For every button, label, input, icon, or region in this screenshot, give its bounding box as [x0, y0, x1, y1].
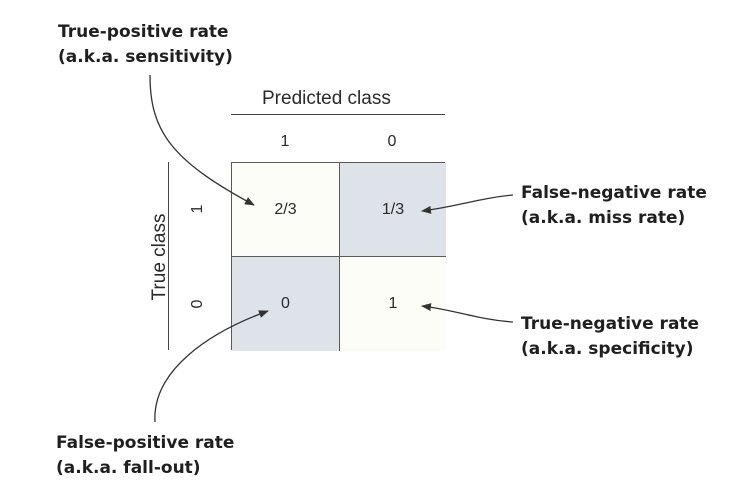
callout-false-positive-rate: False-positive rate (a.k.a. fall-out)	[56, 431, 234, 481]
callout-true-negative-rate: True-negative rate (a.k.a. specificity)	[521, 312, 699, 362]
cell-false-positive: 0	[232, 257, 340, 351]
callout-alias: (a.k.a. sensitivity)	[58, 47, 233, 67]
callout-alias: (a.k.a. fall-out)	[56, 458, 201, 478]
predicted-tick-1: 1	[280, 133, 290, 150]
predicted-class-rule	[231, 114, 445, 115]
predicted-tick-0: 0	[387, 133, 397, 150]
cell-true-negative: 1	[340, 257, 446, 351]
true-class-title: True class	[149, 213, 170, 301]
cell-true-positive: 2/3	[232, 163, 340, 257]
true-tick-0: 0	[189, 299, 206, 309]
callout-alias: (a.k.a. miss rate)	[521, 208, 686, 228]
callout-title: False-negative rate	[521, 183, 707, 203]
callout-true-positive-rate: True-positive rate (a.k.a. sensitivity)	[58, 20, 233, 70]
callout-title: True-negative rate	[521, 314, 700, 334]
callout-title: True-positive rate	[58, 22, 229, 42]
true-class-rule	[168, 162, 169, 350]
callout-title: False-positive rate	[56, 433, 235, 453]
predicted-class-title: Predicted class	[262, 88, 391, 109]
true-tick-1: 1	[189, 204, 206, 214]
cell-value: 2/3	[274, 200, 297, 218]
cell-false-negative: 1/3	[340, 163, 446, 257]
confusion-matrix: 2/3 1/3 0 1	[231, 162, 446, 351]
cell-value: 1	[388, 295, 398, 312]
callout-false-negative-rate: False-negative rate (a.k.a. miss rate)	[521, 181, 707, 231]
cell-value: 1/3	[381, 200, 405, 218]
cell-value: 0	[281, 295, 290, 312]
callout-alias: (a.k.a. specificity)	[521, 339, 694, 359]
